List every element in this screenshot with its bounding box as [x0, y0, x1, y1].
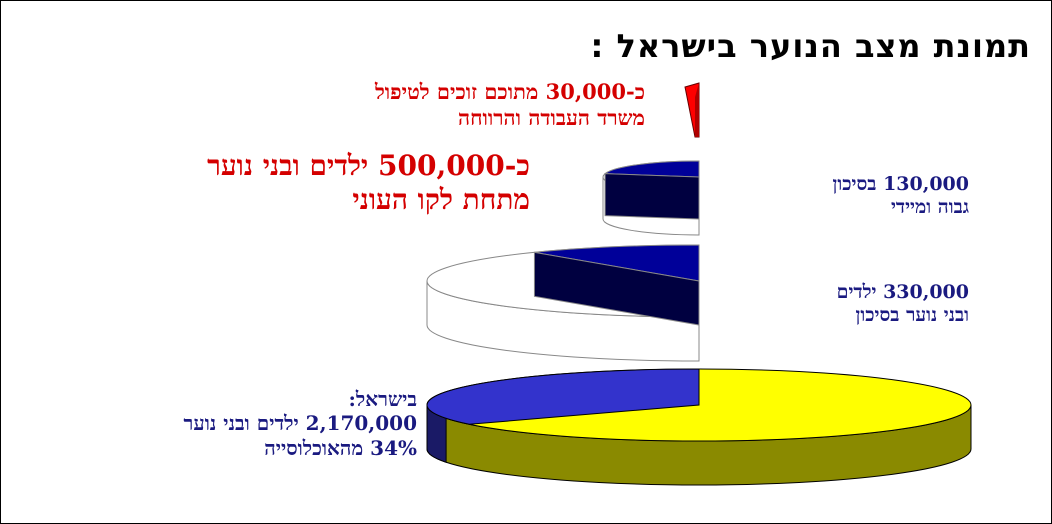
slice-at-risk-inner-top [534, 244, 700, 282]
label-high-risk-line1: 130,000 בסיכון [832, 173, 970, 195]
label-poverty: כ-500,000 ילדים ובני נוער מתחת לקו העוני [207, 149, 530, 217]
label-high-risk: 130,000 בסיכון גבוה ומיידי [833, 173, 970, 219]
slice-high-risk-inner-side [604, 173, 700, 220]
label-total-line2: 2,170,000 ילדים ובני נוער [183, 411, 417, 436]
slide-title: תמונת מצב הנוער בישראל : [590, 27, 1031, 65]
slice-care-side [695, 83, 699, 137]
label-total-line3: 34% מהאוכלוסייה [264, 435, 417, 460]
label-poverty-line2: מתחת לקו העוני [352, 183, 530, 217]
label-total-line1: בישראל: [348, 387, 417, 411]
slice-total-blue-top [426, 368, 700, 425]
label-high-risk-line2: גבוה ומיידי [890, 196, 969, 219]
label-care-line2: משרד העבודה והרווחה [457, 104, 645, 130]
label-poverty-line1: כ-500,000 ילדים ובני נוער [207, 149, 530, 182]
label-care-line1: כ-30,000 מתוכם זוכים לטיפול [374, 79, 645, 104]
label-at-risk: 330,000 ילדים ובני נוער בסיכון [837, 281, 969, 327]
label-at-risk-line1: 330,000 ילדים [836, 281, 969, 303]
slice-high-risk-inner-top [603, 160, 700, 178]
label-care: כ-30,000 מתוכם זוכים לטיפול משרד העבודה … [375, 79, 645, 130]
label-at-risk-line2: ובני נוער בסיכון [855, 304, 969, 327]
label-total: בישראל: 2,170,000 ילדים ובני נוער 34% מה… [184, 387, 417, 460]
